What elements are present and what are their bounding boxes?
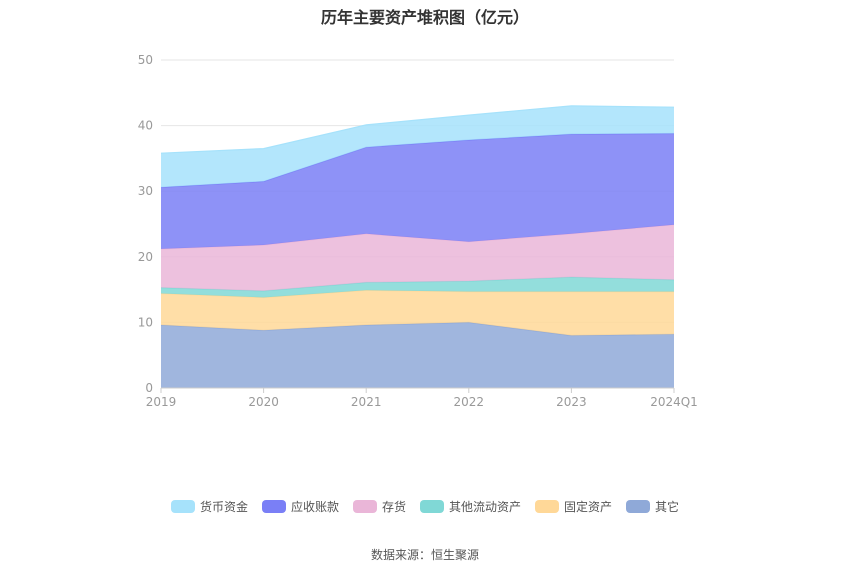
legend-item[interactable]: 应收账款: [261, 496, 339, 516]
legend-item[interactable]: 其它: [626, 496, 679, 516]
legend-swatch: [261, 499, 286, 513]
legend-swatch: [170, 499, 195, 513]
y-tick-label: 0: [145, 381, 153, 395]
legend-label: 存货: [381, 499, 406, 514]
legend-item[interactable]: 其他流动资产: [420, 496, 521, 516]
x-tick-label: 2020: [248, 395, 279, 409]
legend-label: 应收账款: [290, 499, 339, 514]
area-其他流动资产[interactable]: [161, 277, 674, 298]
legend-item[interactable]: 固定资产: [535, 496, 612, 516]
x-tick-label: 2019: [146, 395, 177, 409]
legend-label: 货币资金: [199, 499, 248, 514]
x-tick-label: 2021: [351, 395, 382, 409]
legend-swatch: [626, 499, 651, 513]
area-存货[interactable]: [161, 224, 674, 291]
legend-item[interactable]: 存货: [352, 496, 406, 516]
legend-swatch: [352, 499, 377, 513]
area-series: [160, 105, 675, 388]
area-edge-货币资金: [160, 105, 675, 154]
source-note: 数据来源：恒生聚源: [370, 548, 479, 562]
area-应收账款[interactable]: [161, 133, 674, 249]
area-货币资金[interactable]: [161, 105, 674, 188]
legend-label: 其他流动资产: [449, 499, 522, 514]
legend-item[interactable]: 货币资金: [170, 496, 248, 516]
y-tick-label: 30: [138, 184, 153, 198]
legend-label: 其它: [655, 499, 680, 514]
area-固定资产[interactable]: [161, 290, 674, 336]
x-tick-label: 2023: [556, 395, 587, 409]
x-tick-label: 2024Q1: [650, 395, 698, 409]
area-其它[interactable]: [161, 322, 674, 388]
axes: 0 10 20 30 40 50 2019 2020 2021 2022 2023 2024Q1: [138, 53, 698, 409]
y-tick-label: 20: [138, 250, 153, 264]
y-tick-label: 10: [138, 315, 153, 329]
y-tick-label: 50: [138, 53, 153, 67]
y-tick-label: 40: [138, 119, 153, 133]
x-tick-label: 2022: [454, 395, 485, 409]
legend-label: 固定资产: [564, 499, 613, 514]
legend-swatch: [420, 499, 444, 513]
legend-swatch: [535, 499, 560, 513]
legend: 货币资金 应收账款 存货 其他流动资产 固定资产 其它: [0, 496, 850, 516]
chart-title: 历年主要资产堆积图（亿元）: [320, 8, 529, 27]
